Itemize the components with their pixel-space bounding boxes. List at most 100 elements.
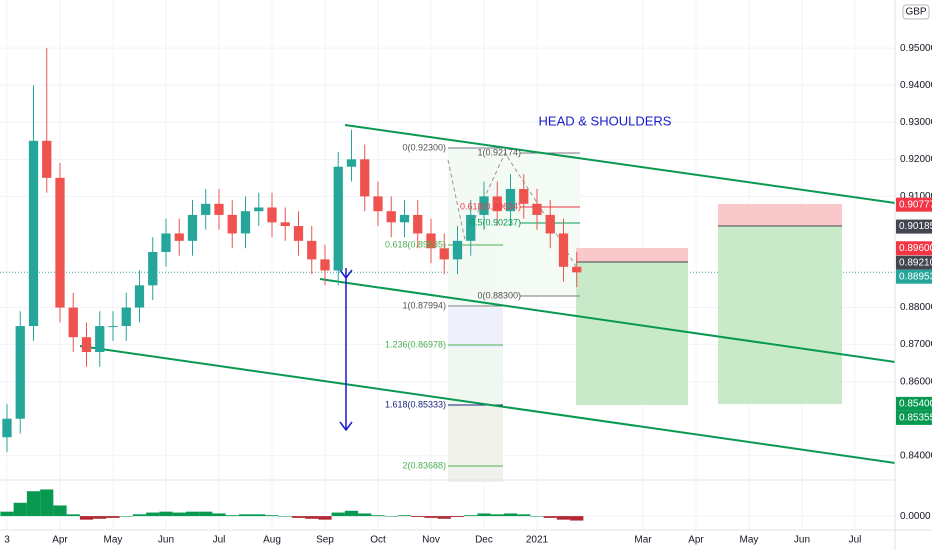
candle-body bbox=[439, 248, 449, 260]
currency-box[interactable] bbox=[902, 4, 930, 20]
candle-body bbox=[161, 233, 171, 252]
target-zone bbox=[718, 226, 842, 404]
candle-body bbox=[452, 240, 463, 260]
oscillator-bar bbox=[291, 516, 306, 518]
price-tag bbox=[896, 255, 932, 270]
candle-body bbox=[558, 233, 569, 267]
fib-label: 1(0.87994) bbox=[402, 300, 446, 310]
oscillator-bar bbox=[411, 516, 425, 517]
oscillator-bar bbox=[556, 516, 571, 520]
oscillator-bar bbox=[13, 502, 27, 517]
oscillator-bar bbox=[199, 511, 213, 517]
candle-body bbox=[227, 214, 237, 234]
candle-body bbox=[108, 326, 118, 328]
price-tag bbox=[896, 241, 932, 256]
oscillator-bar bbox=[503, 513, 518, 517]
stop-zone bbox=[576, 248, 688, 262]
price-tag-label: 0.85400 bbox=[899, 399, 932, 410]
candle-body bbox=[280, 222, 290, 227]
oscillator-bar bbox=[119, 516, 133, 517]
oscillator-bar bbox=[146, 512, 160, 517]
candle-body bbox=[254, 207, 264, 212]
candle-body bbox=[174, 233, 184, 241]
price-tag-label: 0.90777 bbox=[899, 199, 932, 210]
oscillator-bar bbox=[331, 512, 345, 517]
y-tick-label: 0.0000 bbox=[900, 511, 931, 522]
oscillator-bar bbox=[106, 516, 120, 518]
fib-label: 0.5(0.90237) bbox=[470, 217, 521, 227]
oscillator-bar bbox=[278, 516, 292, 517]
stop-zone bbox=[718, 204, 842, 226]
arrow-head bbox=[339, 269, 353, 280]
fib-label: 0(0.92300) bbox=[402, 142, 446, 152]
oscillator-bar bbox=[265, 515, 279, 517]
candle-body bbox=[267, 207, 277, 223]
oscillator-bar bbox=[40, 489, 54, 517]
candle-body bbox=[15, 326, 25, 419]
oscillator-bar bbox=[570, 516, 584, 521]
candle-body bbox=[68, 307, 78, 338]
candle-body bbox=[240, 211, 251, 234]
oscillator-bar bbox=[172, 512, 186, 517]
fib-label: 1.618(0.85333) bbox=[385, 399, 446, 409]
oscillator-bar bbox=[397, 515, 412, 517]
oscillator-bar bbox=[424, 516, 438, 518]
candle-body bbox=[55, 177, 65, 308]
oscillator-bar bbox=[517, 514, 531, 517]
candle-body bbox=[572, 266, 582, 273]
oscillator-bar bbox=[437, 516, 451, 519]
candle-body bbox=[360, 159, 370, 197]
oscillator-bar bbox=[93, 516, 107, 519]
x-tick-label: Jun bbox=[158, 535, 174, 546]
x-tick-label: Nov bbox=[422, 535, 440, 546]
candle-body bbox=[532, 203, 542, 215]
oscillator-bar bbox=[252, 514, 266, 517]
currency: GBP bbox=[905, 7, 926, 18]
price-tag bbox=[896, 396, 932, 411]
oscillator-bar bbox=[0, 511, 14, 517]
fib-zone bbox=[448, 405, 503, 482]
price-tag bbox=[896, 269, 932, 284]
fib-label: 0(0.88300) bbox=[477, 290, 521, 300]
oscillator-bar bbox=[53, 505, 67, 517]
oscillator-bar bbox=[344, 510, 359, 517]
candle-body bbox=[346, 159, 357, 167]
pattern-line bbox=[447, 151, 579, 271]
oscillator-bar bbox=[185, 511, 200, 517]
x-tick-label: Sep bbox=[316, 535, 334, 546]
candle-body bbox=[545, 214, 555, 234]
fib-zone bbox=[500, 153, 580, 296]
x-tick-label: Oct bbox=[370, 535, 386, 546]
price-tag-label: 0.90185 bbox=[899, 221, 932, 232]
candle-body bbox=[121, 307, 131, 327]
candle-body bbox=[466, 214, 476, 241]
fib-zone bbox=[448, 348, 503, 405]
candle-body bbox=[505, 188, 516, 212]
candle-body bbox=[320, 259, 330, 271]
x-tick-label: Dec bbox=[475, 535, 493, 546]
fib-label: 1.236(0.86978) bbox=[385, 339, 446, 349]
oscillator-bar bbox=[225, 515, 239, 517]
oscillator-bar bbox=[490, 514, 504, 517]
fib-zone bbox=[448, 308, 503, 348]
candle-body bbox=[519, 188, 529, 204]
fib-zone bbox=[448, 148, 503, 308]
price-tag-label: 0.85355 bbox=[899, 413, 932, 424]
candle-body bbox=[492, 196, 502, 212]
candle-body bbox=[413, 214, 423, 234]
series bbox=[0, 48, 584, 521]
x-tick-label: Apr bbox=[52, 535, 68, 546]
oscillator-bar bbox=[464, 515, 478, 517]
oscillator-bar bbox=[477, 513, 491, 517]
x-tick-label: Jul bbox=[849, 535, 862, 546]
oscillator-bar bbox=[132, 514, 147, 517]
oscillator-bar bbox=[238, 514, 253, 517]
oscillator-bar bbox=[26, 491, 41, 517]
